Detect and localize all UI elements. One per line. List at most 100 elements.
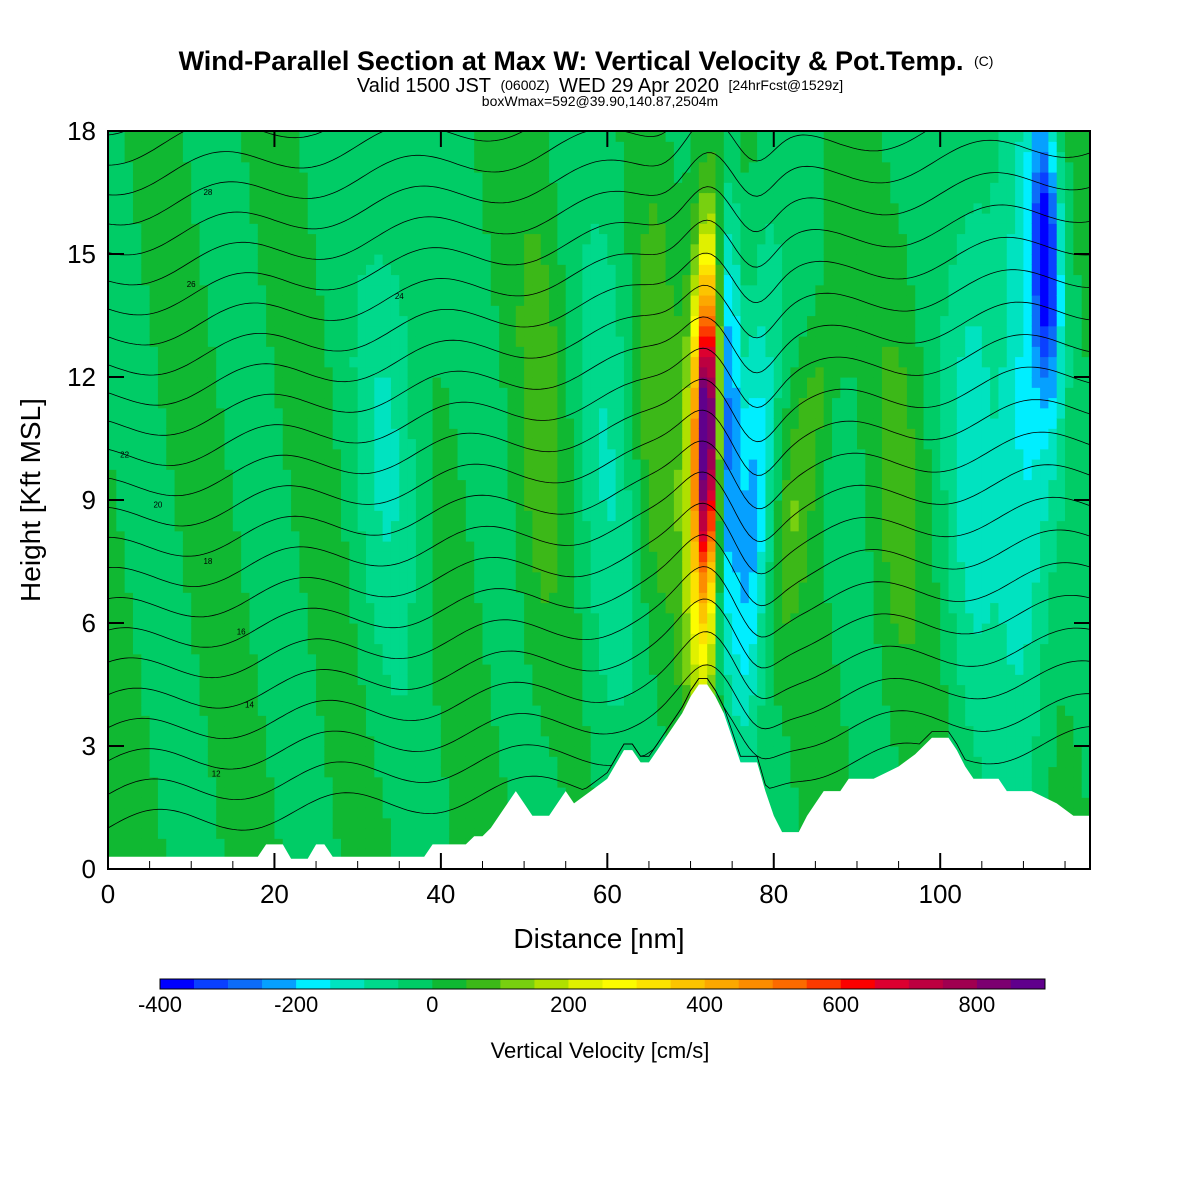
- field-cell: [349, 797, 359, 809]
- field-cell: [274, 479, 284, 491]
- field-cell: [349, 295, 359, 306]
- field-cell: [449, 213, 459, 224]
- field-cell: [324, 223, 334, 235]
- field-cell: [474, 530, 484, 542]
- field-cell: [665, 387, 675, 399]
- field-cell: [657, 643, 667, 655]
- field-cell: [166, 530, 176, 542]
- field-cell: [415, 797, 425, 809]
- field-cell: [623, 336, 633, 347]
- field-cell: [540, 623, 550, 634]
- field-cell: [149, 366, 159, 378]
- field-cell: [266, 438, 276, 450]
- field-cell: [341, 797, 350, 809]
- field-cell: [357, 346, 367, 358]
- field-cell: [357, 131, 367, 142]
- field-cell: [565, 141, 575, 153]
- field-cell: [582, 356, 592, 368]
- field-cell: [623, 151, 633, 163]
- field-cell: [615, 448, 625, 460]
- field-cell: [199, 838, 209, 850]
- field-cell: [582, 428, 592, 440]
- field-cell: [199, 643, 209, 655]
- field-cell: [141, 776, 151, 788]
- field-cell: [549, 776, 558, 788]
- field-cell: [474, 315, 484, 327]
- field-cell: [324, 469, 334, 481]
- field-cell: [524, 418, 534, 429]
- field-cell: [132, 192, 142, 204]
- field-cell: [199, 582, 209, 593]
- field-cell: [349, 530, 359, 542]
- field-cell: [615, 366, 625, 378]
- field-cell: [266, 315, 276, 327]
- field-cell: [207, 407, 217, 419]
- field-cell: [449, 694, 459, 706]
- field-cell: [657, 500, 667, 511]
- field-cell: [349, 213, 359, 224]
- field-cell: [382, 684, 392, 696]
- field-cell: [341, 172, 350, 183]
- field-cell: [257, 202, 267, 214]
- field-cell: [474, 766, 484, 778]
- field-cell: [582, 766, 592, 778]
- field-cell: [241, 561, 251, 573]
- field-cell: [349, 787, 359, 798]
- field-cell: [532, 633, 542, 645]
- field-cell: [582, 387, 592, 399]
- field-cell: [432, 233, 442, 245]
- field-cell: [507, 500, 517, 511]
- field-cell: [332, 366, 342, 378]
- field-cell: [207, 848, 217, 860]
- field-cell: [274, 612, 284, 624]
- field-cell: [407, 612, 417, 624]
- field-cell: [274, 315, 284, 327]
- field-cell: [457, 192, 467, 204]
- field-cell: [307, 787, 317, 798]
- field-cell: [116, 776, 126, 788]
- field-cell: [232, 653, 242, 665]
- field-cell: [332, 336, 342, 347]
- field-cell: [507, 479, 517, 491]
- field-cell: [382, 664, 392, 675]
- field-cell: [432, 295, 442, 306]
- field-cell: [349, 469, 359, 481]
- field-cell: [332, 479, 342, 491]
- field-cell: [241, 489, 251, 501]
- field-cell: [182, 366, 192, 378]
- field-cell: [341, 356, 350, 368]
- field-cell: [499, 407, 509, 419]
- field-cell: [282, 520, 292, 532]
- field-cell: [499, 336, 509, 347]
- field-cell: [182, 684, 192, 696]
- field-cell: [540, 643, 550, 655]
- field-cell: [640, 551, 650, 563]
- field-cell: [574, 223, 583, 235]
- field-cell: [640, 725, 650, 737]
- field-cell: [673, 325, 683, 337]
- field-cell: [449, 223, 459, 235]
- field-cell: [648, 448, 658, 460]
- field-cell: [232, 715, 242, 727]
- field-cell: [332, 848, 342, 860]
- field-cell: [291, 243, 300, 255]
- field-cell: [282, 602, 292, 614]
- field-cell: [390, 315, 400, 327]
- field-cell: [590, 366, 600, 378]
- field-cell: [574, 469, 583, 481]
- field-cell: [108, 541, 117, 552]
- field-cell: [390, 295, 400, 306]
- field-cell: [424, 418, 434, 429]
- field-cell: [515, 151, 525, 163]
- field-cell: [599, 459, 608, 470]
- field-cell: [216, 284, 226, 296]
- chart-subtitle: Valid 1500 JST (0600Z) WED 29 Apr 2020 […: [357, 75, 843, 97]
- field-cell: [457, 551, 467, 563]
- field-cell: [266, 346, 276, 358]
- field-cell: [424, 336, 434, 347]
- field-cell: [307, 612, 317, 624]
- field-cell: [432, 776, 442, 788]
- field-cell: [332, 633, 342, 645]
- field-cell: [449, 479, 459, 491]
- field-cell: [241, 817, 251, 829]
